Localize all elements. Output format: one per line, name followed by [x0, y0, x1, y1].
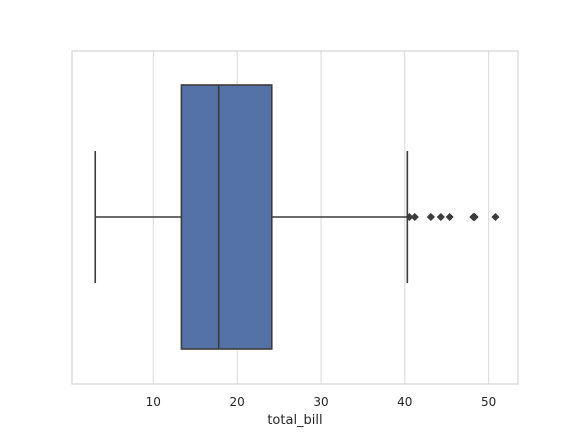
- x-axis-ticks: 10 20 30 40 50: [146, 395, 497, 409]
- x-tick-label-30: 30: [313, 395, 328, 409]
- x-tick-label-20: 20: [230, 395, 245, 409]
- x-tick-label-50: 50: [481, 395, 496, 409]
- plot-frame: [71, 50, 519, 385]
- x-tick-label-40: 40: [397, 395, 412, 409]
- x-tick-label-10: 10: [146, 395, 161, 409]
- outlier-point-4: [445, 212, 454, 222]
- outlier-point-8: [491, 212, 500, 222]
- outlier-point-7: [470, 212, 479, 222]
- box-plot: [94, 84, 500, 350]
- outlier-point-1: [410, 212, 419, 222]
- outlier-point-3: [436, 212, 446, 222]
- interquartile-box: [180, 84, 273, 350]
- x-axis-label: total_bill: [267, 413, 322, 428]
- outlier-point-2: [426, 212, 436, 222]
